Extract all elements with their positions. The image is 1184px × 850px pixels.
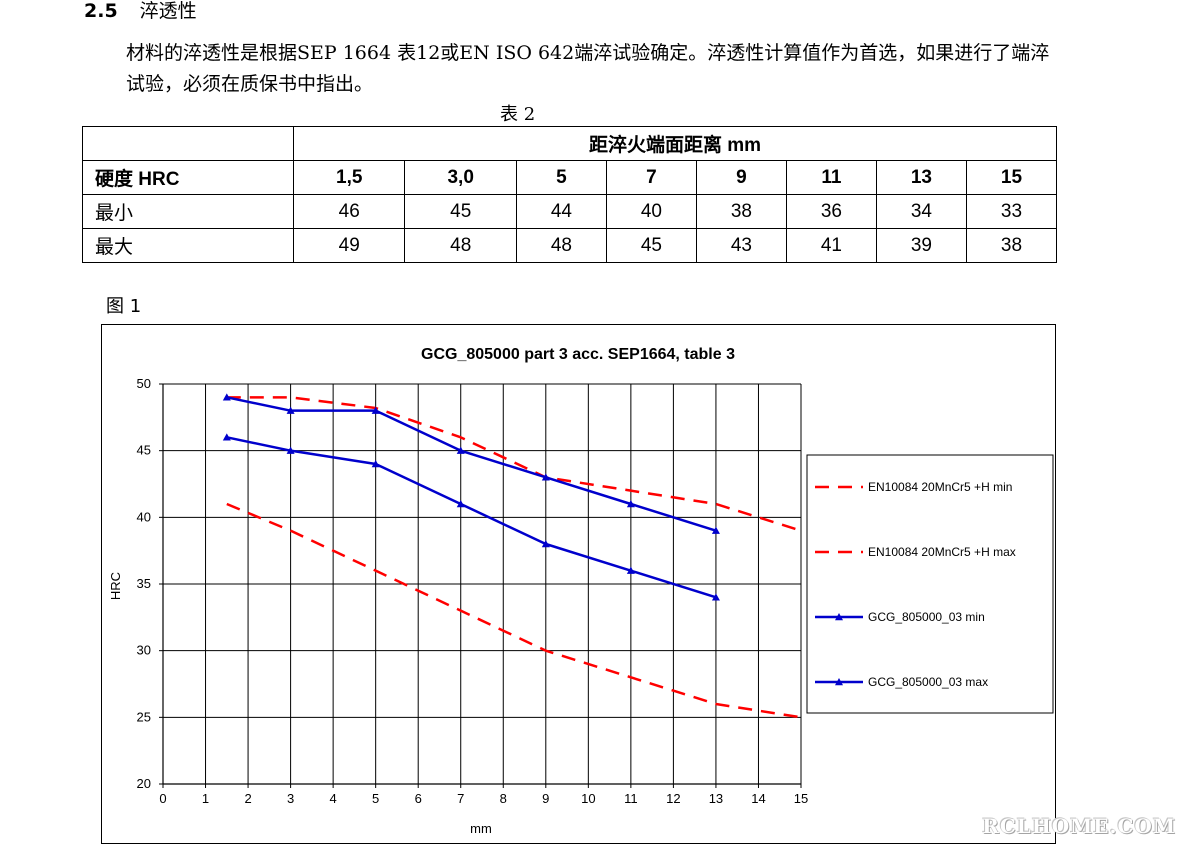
table-cell: 39	[875, 228, 967, 263]
series-point	[371, 406, 380, 414]
legend-label: EN10084 20MnCr5 +H min	[868, 480, 1012, 494]
table-cell: 38	[965, 228, 1058, 263]
x-tick-label: 9	[542, 791, 549, 806]
series-point	[286, 406, 295, 414]
y-tick-label: 30	[137, 643, 151, 658]
x-tick-label: 8	[500, 791, 507, 806]
legend-label: GCG_805000_03 max	[868, 675, 988, 689]
table-columns-row: 硬度 HRC 1,5 3,0 5 7 9 11 13 15	[82, 160, 1058, 195]
jominy-chart: GCG_805000 part 3 acc. SEP1664, table 3 …	[108, 346, 1054, 836]
row-label: 最小	[82, 194, 294, 229]
table-cell: 45	[605, 228, 697, 263]
table-cell: 43	[695, 228, 787, 263]
table-cell: 46	[292, 194, 406, 229]
series-point	[456, 500, 465, 508]
table-cell: 40	[605, 194, 697, 229]
x-axis-label: mm	[470, 821, 492, 836]
table-cell: 45	[404, 194, 517, 229]
y-tick-label: 50	[137, 376, 151, 391]
table-corner-cell	[82, 126, 294, 161]
series-point	[456, 446, 465, 454]
y-tick-label: 40	[137, 509, 151, 524]
series-line-2	[226, 396, 802, 532]
section-heading: 2.5 淬透性	[84, 0, 197, 23]
hardness-label: 硬度 HRC	[82, 160, 294, 195]
y-tick-label: 20	[137, 776, 151, 791]
table-header-row: 距淬火端面距离 mm	[82, 126, 1057, 161]
table-cell: 36	[785, 194, 877, 229]
chart-frame: GCG_805000 part 3 acc. SEP1664, table 3 …	[101, 324, 1056, 844]
series-point	[626, 566, 635, 574]
table-cell: 48	[515, 228, 607, 263]
x-tick-label: 11	[624, 791, 638, 806]
column-header: 9	[695, 160, 787, 195]
x-tick-label: 0	[159, 791, 166, 806]
hardness-label-text: 硬度 HRC	[95, 169, 180, 190]
chart-title: GCG_805000 part 3 acc. SEP1664, table 3	[421, 346, 735, 363]
table-row-min: 最小 46 45 44 40 38 36 34 33	[82, 194, 1058, 229]
column-header: 1,5	[292, 160, 406, 195]
x-tick-label: 3	[287, 791, 294, 806]
x-tick-label: 2	[244, 791, 251, 806]
legend-marker	[835, 678, 843, 686]
y-axis-label: HRC	[108, 572, 123, 600]
column-header: 3,0	[404, 160, 517, 195]
x-tick-label: 6	[415, 791, 422, 806]
column-header: 13	[875, 160, 967, 195]
table-cell: 48	[404, 228, 517, 263]
x-tick-label: 10	[581, 791, 595, 806]
x-tick-label: 12	[666, 791, 680, 806]
legend-label: EN10084 20MnCr5 +H max	[868, 545, 1016, 559]
series-line-4	[226, 396, 717, 532]
legend: EN10084 20MnCr5 +H min EN10084 20MnCr5 +H…	[806, 454, 1054, 714]
y-tick-label: 25	[137, 709, 151, 724]
y-tick-label: 35	[137, 576, 151, 591]
table-caption: 表 2	[500, 104, 536, 125]
hardness-table: 距淬火端面距离 mm 硬度 HRC 1,5 3,0 5 7 9 11 13 15…	[82, 126, 1058, 263]
x-tick-label: 14	[751, 791, 765, 806]
x-tick-label: 7	[457, 791, 464, 806]
figure-caption: 图 1	[106, 296, 142, 317]
series-point	[371, 460, 380, 468]
row-label: 最大	[82, 228, 294, 263]
table-cell: 44	[515, 194, 607, 229]
legend-label: GCG_805000_03 min	[868, 610, 985, 624]
series-point	[222, 433, 231, 441]
series-point	[286, 446, 295, 454]
legend-marker	[835, 613, 843, 621]
series-point	[541, 540, 550, 548]
table-row-max: 最大 49 48 48 45 43 41 39 38	[82, 228, 1058, 263]
table-cell: 33	[965, 194, 1058, 229]
legend-box	[806, 454, 1054, 714]
series-point	[541, 473, 550, 481]
column-header: 15	[965, 160, 1058, 195]
series-point	[711, 526, 720, 534]
column-header: 5	[515, 160, 607, 195]
series-point	[711, 593, 720, 601]
y-tick-label: 45	[137, 443, 151, 458]
x-tick-label: 15	[794, 791, 808, 806]
section-number: 2.5	[84, 0, 118, 22]
table-cell: 34	[875, 194, 967, 229]
series-point	[222, 393, 231, 401]
watermark: RCLHOME.COM	[982, 814, 1176, 838]
distance-header: 距淬火端面距离 mm	[293, 126, 1057, 161]
x-tick-label: 1	[202, 791, 209, 806]
series-point	[626, 500, 635, 508]
column-header: 11	[785, 160, 877, 195]
table-cell: 41	[785, 228, 877, 263]
series-line-1	[226, 502, 802, 719]
x-tick-label: 13	[709, 791, 723, 806]
table-cell: 38	[695, 194, 787, 229]
column-header: 7	[605, 160, 697, 195]
section-title: 淬透性	[139, 0, 197, 22]
x-tick-label: 5	[372, 791, 379, 806]
table-cell: 49	[292, 228, 406, 263]
x-tick-label: 4	[330, 791, 337, 806]
hardenability-paragraph: 材料的淬透性是根据SEP 1664 表12或EN ISO 642端淬试验确定。淬…	[126, 42, 1050, 95]
